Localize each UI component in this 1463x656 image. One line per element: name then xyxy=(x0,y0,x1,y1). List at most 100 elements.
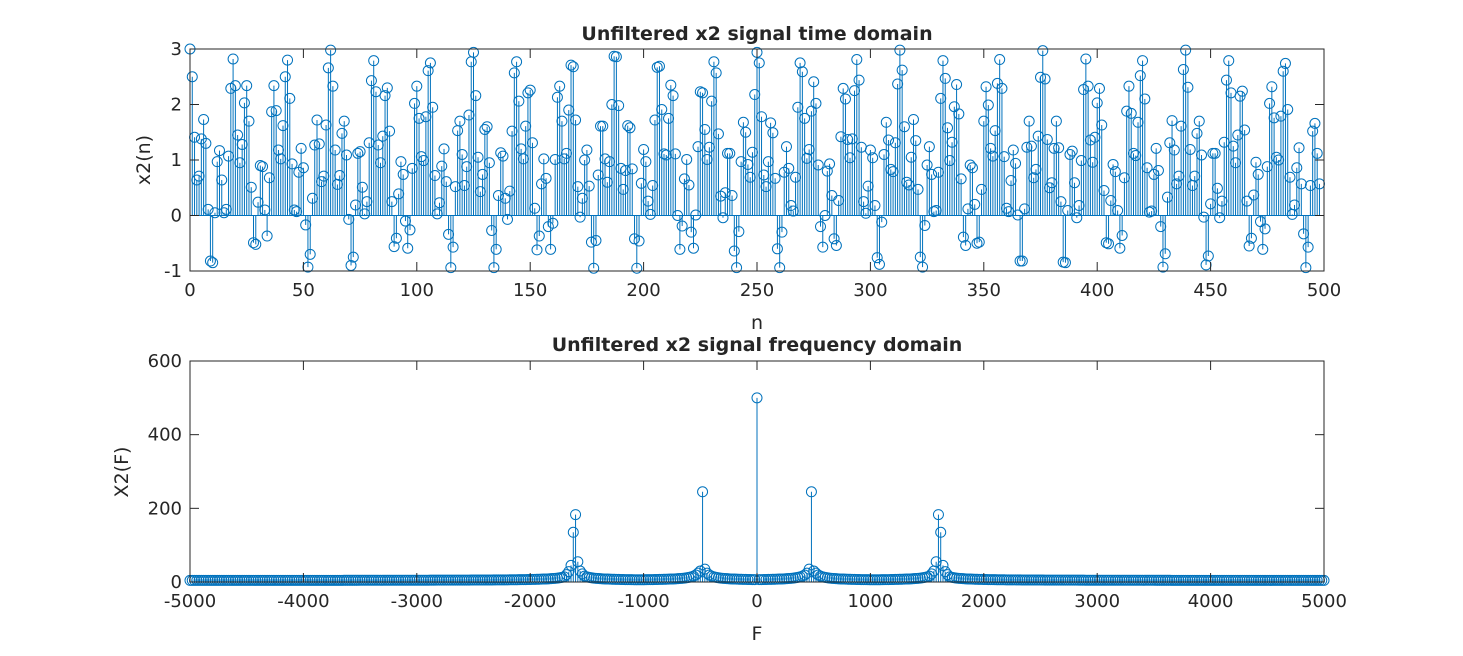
time-domain-stem-marker xyxy=(551,91,563,103)
time-domain-stem-marker xyxy=(665,79,677,91)
time-domain-stem-marker xyxy=(651,61,663,73)
time-domain-stem-marker xyxy=(973,236,985,248)
time-domain-stem-marker xyxy=(481,121,493,133)
time-domain-stem-marker xyxy=(438,143,450,155)
time-domain-stem-marker xyxy=(325,44,337,56)
time-domain-stem-marker xyxy=(282,54,294,66)
frequency-domain-xtick-label: -2000 xyxy=(504,591,556,612)
time-domain-stem-marker xyxy=(610,51,622,63)
time-domain-stem-marker xyxy=(1134,70,1146,82)
time-domain-stem-marker xyxy=(1236,85,1248,97)
time-domain-stem-marker xyxy=(1114,242,1126,254)
time-domain-stem-marker xyxy=(356,181,368,193)
time-domain-stem-marker xyxy=(327,80,339,92)
time-domain-stem-marker xyxy=(794,57,806,69)
time-domain-stem-marker xyxy=(554,80,566,92)
time-domain-stem-marker xyxy=(1141,162,1153,174)
time-domain-stem-marker xyxy=(200,137,212,149)
time-domain-stem-marker xyxy=(1066,145,1078,157)
time-domain-stem-marker xyxy=(216,174,228,186)
time-domain-stem-marker xyxy=(876,216,888,228)
time-domain-stem-marker xyxy=(468,46,479,58)
time-domain-stem-marker xyxy=(429,170,441,182)
time-domain-stem-marker xyxy=(388,241,400,253)
time-domain-stem-marker xyxy=(966,162,978,174)
time-domain-stem-marker xyxy=(799,112,811,124)
time-domain-stem-marker xyxy=(585,236,597,248)
time-domain-stem-marker xyxy=(232,129,244,141)
time-domain-stem-marker xyxy=(1071,212,1083,224)
time-domain-stem-marker xyxy=(538,153,550,165)
time-domain-stem-marker xyxy=(488,262,500,274)
time-domain-stem-marker xyxy=(942,122,954,134)
time-domain-stem-marker xyxy=(529,202,541,214)
time-domain-stem-marker xyxy=(1196,149,1208,161)
time-domain-stem-marker xyxy=(1035,71,1046,83)
time-domain-stem-marker xyxy=(817,241,829,253)
time-domain-stem-marker xyxy=(694,86,706,98)
time-domain-stem-marker xyxy=(202,203,214,215)
time-domain-stem-marker xyxy=(957,231,969,243)
time-domain-xtick-label: 150 xyxy=(513,280,547,301)
time-domain-stem-marker xyxy=(1180,44,1192,56)
time-domain-stem-marker xyxy=(656,103,668,115)
time-domain-stem-marker xyxy=(771,243,783,255)
time-domain-stem-marker xyxy=(238,97,250,109)
frequency-domain-xtick-label: -1000 xyxy=(617,591,669,612)
time-domain-stem-marker xyxy=(1257,243,1269,255)
time-domain-stem-marker xyxy=(1302,241,1314,253)
time-domain-stem-marker xyxy=(445,262,457,274)
time-domain-stem-marker xyxy=(329,144,341,156)
time-domain-stem-marker xyxy=(1016,255,1028,267)
time-domain-stem-marker xyxy=(241,80,253,92)
time-domain-stem-marker xyxy=(669,148,681,160)
time-domain-stem-marker xyxy=(540,172,552,184)
time-domain-stem-marker xyxy=(1082,80,1094,92)
time-domain-stem-marker xyxy=(1166,115,1178,127)
time-domain-stem-marker xyxy=(894,44,906,56)
time-domain-stem-marker xyxy=(712,128,724,140)
time-domain-stem-marker xyxy=(397,168,409,180)
time-domain-stem-marker xyxy=(424,57,436,69)
time-domain-stem-marker xyxy=(411,80,423,92)
time-domain-stem-marker xyxy=(547,217,559,229)
frequency-domain-stem-marker xyxy=(697,486,709,498)
time-domain-stem-marker xyxy=(1098,185,1110,197)
time-domain-stem-marker xyxy=(565,59,577,71)
time-domain-stem-marker xyxy=(780,141,792,153)
time-domain-stem-marker xyxy=(472,151,484,163)
frequency-domain-ytick-label: 200 xyxy=(148,498,182,519)
time-domain-stem-marker xyxy=(413,112,425,124)
frequency-domain-stem-marker xyxy=(751,392,763,404)
time-domain-stem-marker xyxy=(379,90,391,102)
frequency-domain-ytick-label: 600 xyxy=(148,351,182,372)
time-domain-stem-marker xyxy=(1152,165,1164,177)
time-domain-stem-marker xyxy=(409,97,421,109)
time-domain-stem-marker xyxy=(923,141,935,153)
time-domain-stem-marker xyxy=(1243,240,1255,252)
time-domain-ytick-label: 2 xyxy=(171,95,182,116)
frequency-domain-stem-marker xyxy=(803,563,815,575)
time-domain-stem-marker xyxy=(769,172,781,184)
time-domain-stem-marker xyxy=(479,123,491,135)
time-domain-stem-marker xyxy=(676,220,688,232)
time-domain-stem-marker xyxy=(869,200,881,212)
time-domain-stem-marker xyxy=(1150,142,1162,154)
time-domain-stem-marker xyxy=(883,134,895,146)
time-domain-stem-marker xyxy=(513,95,525,107)
time-domain-stem-marker xyxy=(910,135,922,147)
time-domain-stem-marker xyxy=(1193,115,1205,127)
time-domain-stem-marker xyxy=(808,76,820,88)
time-domain-stem-marker xyxy=(708,56,720,68)
time-domain-stem-marker xyxy=(681,153,693,165)
time-domain-stem-marker xyxy=(245,181,257,193)
time-domain-stem-marker xyxy=(1191,127,1203,139)
time-domain-stem-marker xyxy=(937,55,949,67)
frequency-domain-axes-box xyxy=(189,360,1325,583)
time-domain-stem-marker xyxy=(969,198,981,210)
time-domain-stem-marker xyxy=(964,159,976,171)
time-domain-stem-marker xyxy=(994,54,1006,66)
time-domain-stem-marker xyxy=(1157,261,1169,273)
time-domain-stem-marker xyxy=(1064,148,1076,160)
